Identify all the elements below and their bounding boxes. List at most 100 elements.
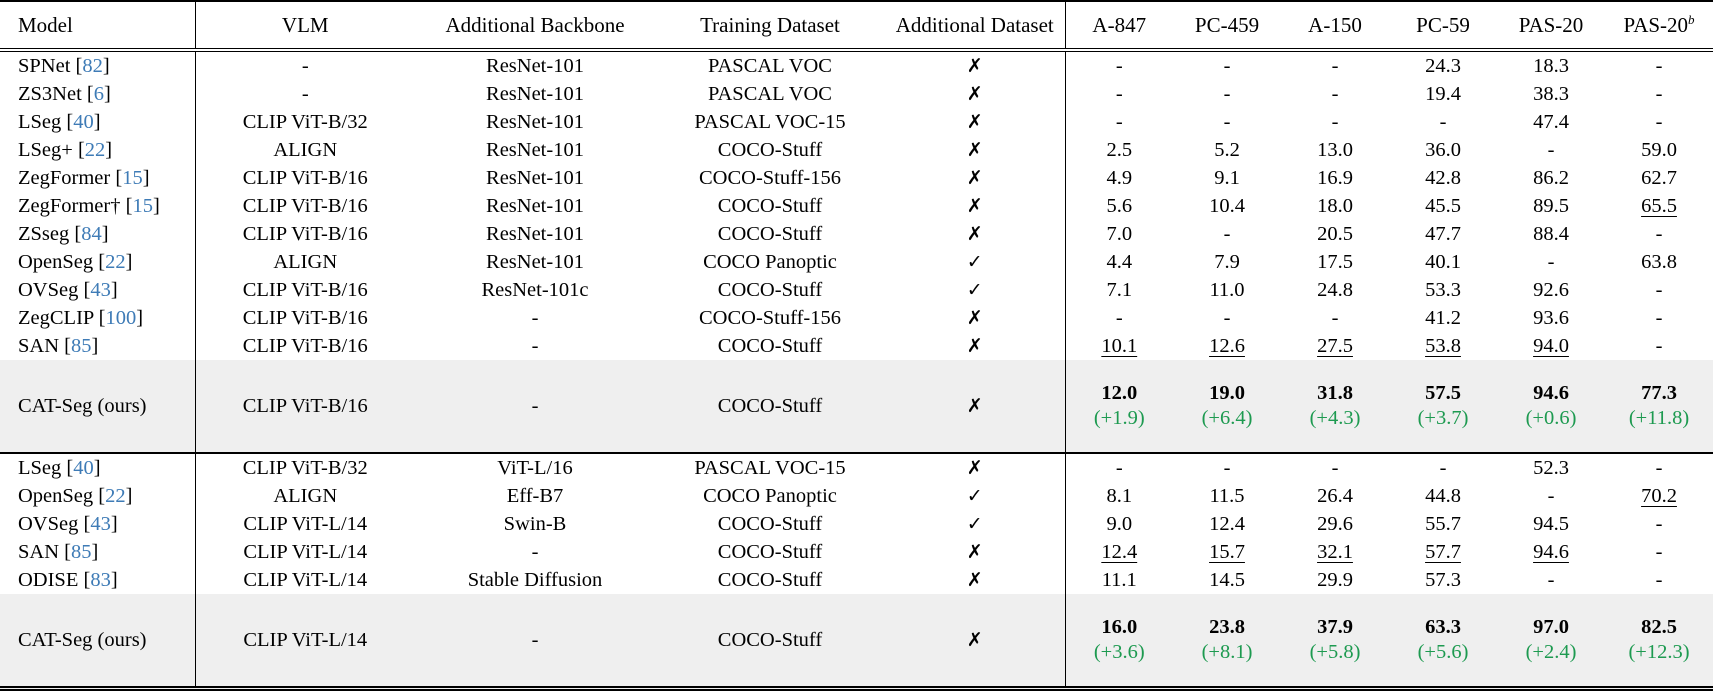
table-row: LSeg [40] CLIP ViT-B/32 ViT-L/16 PASCAL VOC… [0,452,1713,482]
citation-link[interactable]: 40 [73,110,94,133]
citation-link[interactable]: 43 [90,278,111,301]
cell-score: 45.5 [1389,192,1497,220]
score-value: 94.6 [1497,541,1605,564]
citation-link[interactable]: 15 [122,166,143,189]
score-value: 5.2 [1214,138,1240,161]
score-value: 29.9 [1317,568,1353,591]
citation-link[interactable]: 22 [84,138,106,161]
score-value: - [1223,456,1231,479]
cell-score: - [1173,80,1281,108]
cell-score: - [1497,566,1605,594]
citation-link[interactable]: 85 [70,540,92,563]
score-value: - [1115,82,1123,105]
cell-additional-backbone: Stable Diffusion [467,568,603,591]
cell-vlm: CLIP ViT-L/14 [243,540,368,563]
cell-score: - [1605,538,1713,566]
score-value: 62.7 [1641,166,1677,189]
cell-score: 92.6 [1497,276,1605,304]
score-delta: (+0.6) [1525,407,1577,429]
cell-score: - [1605,220,1713,248]
score-value: - [1223,82,1231,105]
cell-model: LSeg [40] [0,452,196,482]
cell-score: - [1605,108,1713,136]
cell-score: - [1605,566,1713,594]
cross-icon: ✗ [966,82,983,105]
citation-link[interactable]: 15 [132,194,153,217]
cell-additional-backbone: - [531,394,539,417]
cell-training-dataset: COCO-Stuff [717,540,823,563]
citation-link[interactable]: 84 [81,222,102,245]
score-value: 89.5 [1533,194,1569,217]
table-row: OVSeg [43] CLIP ViT-L/14 Swin-B COCO-Stuff ✓… [0,510,1713,538]
cell-training-dataset: COCO-Stuff [717,628,823,651]
cell-score: - [1065,452,1173,482]
table-row-ours: CAT-Seg (ours) CLIP ViT-L/14 - COCO-Stuff ✗ 1… [0,594,1713,689]
cell-training-dataset: COCO-Stuff [717,278,823,301]
cell-model: LSeg+ [22] [0,136,196,164]
score-value: 18.0 [1317,194,1353,217]
cell-score: 7.0 [1065,220,1173,248]
cell-score: - [1065,50,1173,80]
cell-training-dataset: COCO Panoptic [703,250,837,273]
cell-score: 37.9 (+5.8) [1281,594,1389,689]
citation-link[interactable]: 6 [93,82,104,105]
score-value: 93.6 [1533,306,1569,329]
score-delta: (+2.4) [1525,641,1577,663]
cell-score: - [1173,452,1281,482]
score-value: 57.3 [1425,568,1461,591]
cell-score: 36.0 [1389,136,1497,164]
cell-score: 57.5 (+3.7) [1389,360,1497,453]
cell-vlm: CLIP ViT-L/14 [243,568,368,591]
score-value: 12.6 [1173,335,1281,358]
cell-score: 11.1 [1065,566,1173,594]
cell-score: 88.4 [1497,220,1605,248]
citation-link[interactable]: 40 [73,456,94,479]
score-value: 10.4 [1209,194,1245,217]
cell-score: 9.1 [1173,164,1281,192]
citation-link[interactable]: 100 [105,306,137,329]
cell-score: 10.4 [1173,192,1281,220]
score-value: - [1655,222,1663,245]
cell-score: 16.0 (+3.6) [1065,594,1173,689]
cross-icon: ✗ [966,166,983,189]
citation-link[interactable]: 22 [105,250,126,273]
cross-icon: ✗ [966,110,983,133]
cell-score: - [1065,80,1173,108]
cell-additional-dataset: ✗ [885,304,1066,332]
score-value: 63.3 [1425,616,1461,638]
cross-icon: ✗ [966,222,983,245]
citation-link[interactable]: 82 [82,54,103,77]
cell-score: 12.4 [1173,510,1281,538]
score-value: 65.5 [1605,195,1713,218]
citation-link[interactable]: 43 [90,512,111,535]
score-value: 37.9 [1317,616,1353,638]
cell-training-dataset: COCO-Stuff [717,194,823,217]
table-row: ZegCLIP [100] CLIP ViT-B/16 - COCO-Stuff-15… [0,304,1713,332]
table-row: ZegFormer† [15] CLIP ViT-B/16 ResNet-101 CO… [0,192,1713,220]
cell-score: 94.5 [1497,510,1605,538]
citation-link[interactable]: 22 [105,484,126,507]
citation-link[interactable]: 85 [70,334,92,357]
cell-additional-backbone: ViT-L/16 [415,452,655,482]
underlined-score: 12.6 [1209,334,1245,357]
score-value: 27.5 [1281,335,1389,358]
cell-score: 4.4 [1065,248,1173,276]
score-value: - [1439,110,1447,133]
score-value: 88.4 [1533,222,1569,245]
cell-additional-dataset: ✗ [885,136,1066,164]
score-value: 31.8 [1317,382,1353,404]
cell-model: OVSeg [43] [0,276,196,304]
table-row: LSeg [40] CLIP ViT-B/32 ResNet-101 PASCAL V… [0,108,1713,136]
citation-link[interactable]: 83 [90,568,111,591]
cross-icon: ✗ [966,394,983,417]
score-value: 36.0 [1425,138,1461,161]
cell-score: 26.4 [1281,482,1389,510]
underlined-score: 57.7 [1425,540,1461,563]
cell-vlm: CLIP ViT-L/14 [243,512,368,535]
cell-model: CAT-Seg (ours) [0,594,196,689]
score-value: 23.8 [1209,616,1245,638]
cell-score: 53.3 [1389,276,1497,304]
score-value: 40.1 [1425,250,1461,273]
cell-vlm: ALIGN [273,250,338,273]
